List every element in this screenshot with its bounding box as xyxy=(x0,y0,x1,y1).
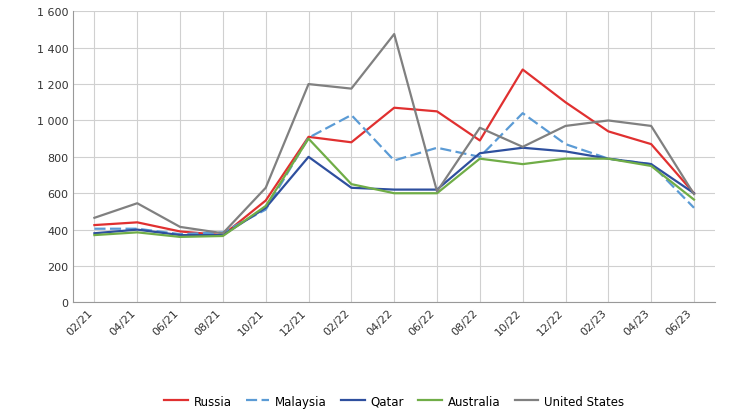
Malaysia xyxy=(304,136,313,141)
Russia xyxy=(133,220,142,225)
Australia xyxy=(176,235,185,240)
United States xyxy=(647,124,656,129)
Line: Australia: Australia xyxy=(94,139,694,237)
Russia xyxy=(218,233,227,238)
Qatar xyxy=(647,162,656,167)
Malaysia xyxy=(347,113,356,118)
Australia xyxy=(90,233,99,238)
Russia xyxy=(647,142,656,147)
Australia xyxy=(647,164,656,169)
Australia xyxy=(218,234,227,239)
Line: Qatar: Qatar xyxy=(94,148,694,236)
Russia xyxy=(347,141,356,146)
Russia xyxy=(261,199,270,204)
Qatar xyxy=(604,157,612,162)
United States xyxy=(347,87,356,92)
Malaysia xyxy=(390,159,399,164)
Australia xyxy=(604,157,612,162)
Malaysia xyxy=(647,162,656,167)
Qatar xyxy=(261,206,270,211)
Qatar xyxy=(475,151,484,156)
United States xyxy=(433,189,442,194)
United States xyxy=(261,186,270,191)
Line: United States: United States xyxy=(94,35,694,234)
United States xyxy=(518,145,527,150)
Russia xyxy=(433,110,442,115)
Malaysia xyxy=(218,230,227,235)
Line: Malaysia: Malaysia xyxy=(94,114,694,235)
Malaysia xyxy=(176,232,185,237)
Qatar xyxy=(390,188,399,193)
Malaysia xyxy=(261,208,270,213)
Malaysia xyxy=(604,157,612,162)
Australia xyxy=(347,182,356,187)
Qatar xyxy=(433,188,442,193)
United States xyxy=(475,126,484,131)
Legend: Russia, Malaysia, Qatar, Australia, United States: Russia, Malaysia, Qatar, Australia, Unit… xyxy=(159,390,629,409)
Australia xyxy=(433,191,442,196)
Malaysia xyxy=(90,227,99,231)
Qatar xyxy=(218,233,227,238)
Australia xyxy=(690,198,699,202)
Australia xyxy=(261,204,270,209)
Australia xyxy=(133,230,142,235)
Malaysia xyxy=(475,155,484,160)
Malaysia xyxy=(518,111,527,116)
Australia xyxy=(518,162,527,167)
Malaysia xyxy=(690,206,699,211)
Russia xyxy=(90,223,99,228)
United States xyxy=(90,216,99,221)
Malaysia xyxy=(133,227,142,231)
Qatar xyxy=(304,155,313,160)
Russia xyxy=(176,229,185,234)
United States xyxy=(176,225,185,230)
Russia xyxy=(604,130,612,135)
Russia xyxy=(304,135,313,140)
Line: Russia: Russia xyxy=(94,70,694,236)
Australia xyxy=(561,157,570,162)
Russia xyxy=(518,68,527,73)
United States xyxy=(561,124,570,129)
United States xyxy=(133,201,142,206)
Qatar xyxy=(518,146,527,151)
Qatar xyxy=(90,231,99,236)
Malaysia xyxy=(433,146,442,151)
United States xyxy=(218,231,227,236)
Russia xyxy=(690,191,699,196)
Qatar xyxy=(176,233,185,238)
Australia xyxy=(475,157,484,162)
Malaysia xyxy=(561,142,570,147)
Qatar xyxy=(690,191,699,196)
United States xyxy=(604,119,612,124)
Russia xyxy=(390,106,399,111)
United States xyxy=(690,192,699,197)
Australia xyxy=(390,191,399,196)
Qatar xyxy=(561,150,570,155)
Qatar xyxy=(347,186,356,191)
Russia xyxy=(475,139,484,144)
United States xyxy=(304,83,313,88)
Russia xyxy=(561,101,570,106)
Qatar xyxy=(133,227,142,232)
Australia xyxy=(304,137,313,142)
United States xyxy=(390,32,399,37)
